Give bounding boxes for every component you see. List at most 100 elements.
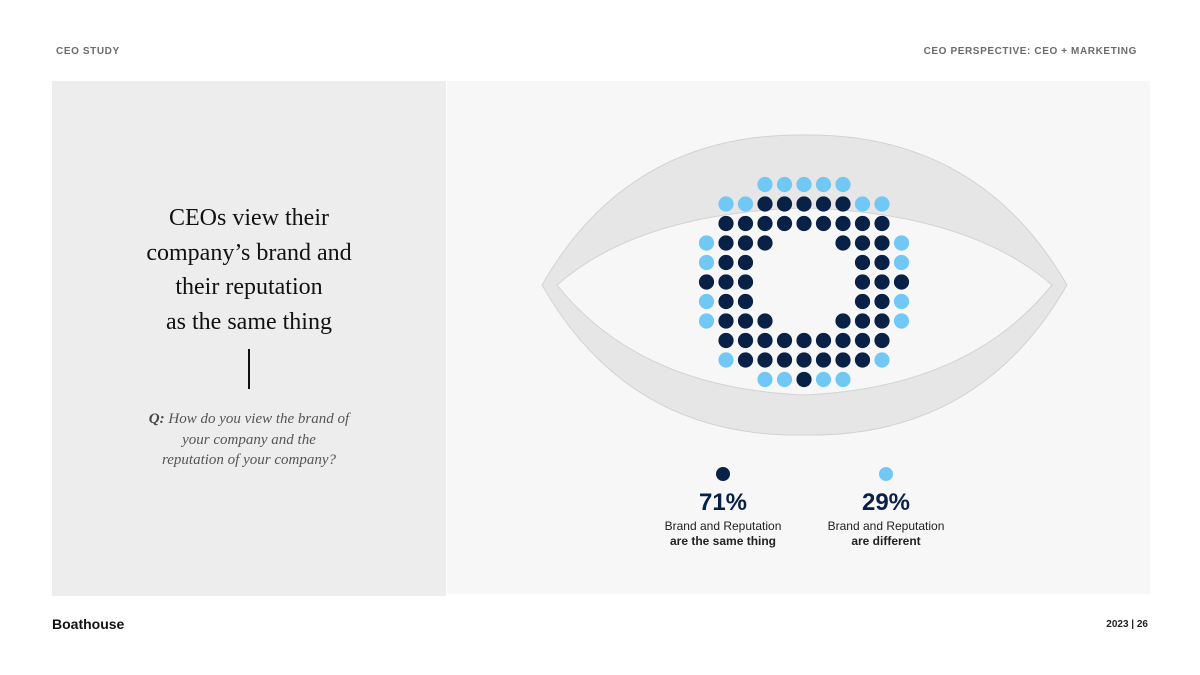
dot-same [698,274,715,290]
legend-dot-different [879,467,893,481]
dot-same [757,215,773,232]
headline-line: CEOs view their [169,205,329,231]
dot-same [854,215,871,232]
dot-same [854,254,871,271]
legend-percent-different: 29% [861,489,911,516]
headline-line: their reputation [175,274,323,300]
dot-same [815,332,832,349]
headline: CEOs view their company’s brand and thei… [52,201,446,339]
dot-same [796,352,812,368]
left-panel: CEOs view their company’s brand and thei… [52,81,446,596]
dot-same [893,274,910,290]
legend-label-same: Brand and Reputation [664,519,782,533]
dot-same [796,215,812,232]
dot-same [835,196,851,212]
survey-question: Q: How do you view the brand of your com… [52,409,446,471]
dot-different [893,235,910,251]
dot-grid [698,176,910,388]
dot-same [796,371,812,388]
dot-same [874,235,890,251]
question-line: your company and the [182,431,316,448]
dot-same [737,254,754,271]
dot-same [796,332,812,349]
dot-same [874,293,890,310]
dot-same [718,293,734,310]
dot-same [718,235,734,251]
question-line: reputation of your company? [161,452,336,468]
headline-line: company’s brand and [146,239,352,266]
dot-same [776,215,793,232]
dot-same [718,274,734,290]
legend-label-different-bold: are different [851,534,921,548]
dot-same [718,254,734,271]
dot-different [757,371,773,388]
dot-different [776,371,793,388]
dot-different [815,176,832,193]
dot-same [776,332,793,349]
vertical-divider [248,349,250,389]
dot-same [815,196,832,212]
dot-same [737,293,754,310]
eye-chart-svg [541,134,1068,436]
legend-dot-same [716,467,730,481]
dot-different [815,371,832,388]
dot-different [874,352,890,368]
dot-same [815,215,832,232]
dot-same [757,332,773,349]
legend-same: 71% Brand and Reputation are the same th… [648,467,798,549]
dot-same [835,313,851,329]
dot-same [737,274,754,290]
dot-same [815,352,832,368]
dot-same [737,235,754,251]
dot-different [718,196,734,212]
dot-same [776,352,793,368]
dot-same [874,274,890,290]
dot-different [854,196,871,212]
dot-same [854,235,871,251]
question-text: How do you view the brand of [168,411,350,427]
dot-same [854,274,871,290]
dot-different [698,254,715,271]
dot-same [718,313,734,329]
dot-different [698,235,715,251]
legend-different: 29% Brand and Reputation are different [811,467,961,549]
page-number: 2023 | 26 [1106,619,1148,630]
dot-same [835,215,851,232]
dot-different [698,293,715,310]
question-prefix: Q: [148,411,165,427]
dot-different [737,196,754,212]
dot-different [893,293,910,310]
dot-different [718,352,734,368]
dot-same [874,215,890,232]
dot-same [854,332,871,349]
dot-same [757,352,773,368]
eye-shape [541,134,1068,436]
legend-label-different: Brand and Reputation [827,519,945,533]
dot-same [737,313,754,329]
dot-same [757,196,773,212]
dot-different [698,313,715,329]
dot-different [776,176,793,193]
dot-same [854,293,871,310]
dot-same [835,352,851,368]
dot-different [796,176,812,193]
dot-same [718,332,734,349]
dot-same [757,313,773,329]
dot-different [835,371,851,388]
dot-same [835,235,851,251]
headline-line: as the same thing [166,308,332,335]
dot-same [737,352,754,368]
eye-dot-chart: 71% Brand and Reputation are the same th… [539,133,1070,548]
dot-same [718,215,734,232]
dot-same [835,332,851,349]
question-line: Q: How do you view the brand of [52,409,446,430]
study-label: CEO STUDY [56,46,120,57]
dot-same [854,313,871,329]
dot-same [776,196,793,212]
dot-same [854,352,871,368]
dot-different [893,313,910,329]
brand-logo: Boathouse [52,616,125,632]
dot-same [874,313,890,329]
dot-same [874,332,890,349]
legend-label-same-bold: are the same thing [669,534,777,548]
